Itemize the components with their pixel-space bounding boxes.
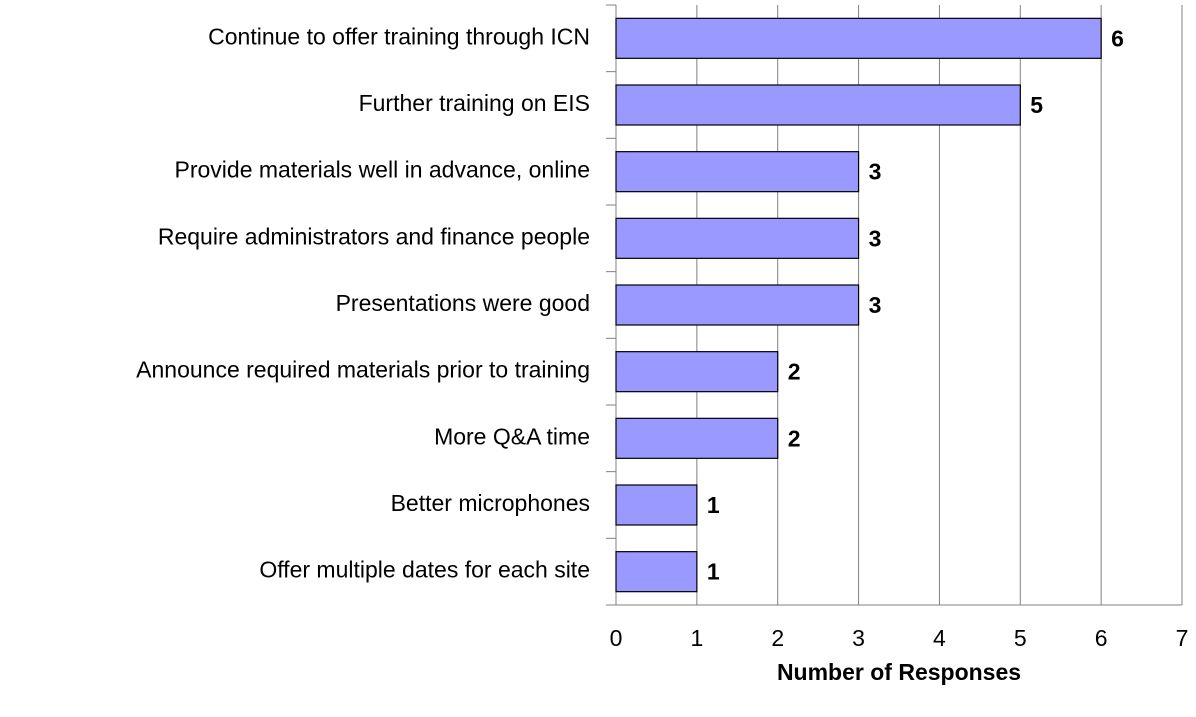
x-axis-title: Number of Responses (777, 659, 1021, 685)
bar (615, 217, 860, 259)
value-label: 2 (788, 359, 801, 385)
x-tick-label: 6 (1095, 625, 1108, 651)
value-label: 3 (869, 225, 882, 251)
bar (615, 484, 698, 526)
y-tick-label: Continue to offer training through ICN (208, 23, 590, 49)
value-label: 5 (1030, 92, 1043, 118)
bar (615, 417, 779, 459)
y-tick-label: Provide materials well in advance, onlin… (175, 157, 591, 183)
bar (615, 351, 779, 393)
x-tick-label: 5 (1014, 625, 1027, 651)
bar (615, 151, 860, 193)
y-tick-label: More Q&A time (434, 423, 590, 449)
value-label: 2 (788, 425, 801, 451)
x-tick-label: 3 (852, 625, 865, 651)
y-tick-label: Announce required materials prior to tra… (136, 357, 590, 383)
x-tick-label: 2 (771, 625, 784, 651)
y-tick-label: Better microphones (391, 490, 590, 516)
y-tick-label: Further training on EIS (359, 90, 590, 116)
x-tick-label: 1 (690, 625, 703, 651)
x-tick-label: 7 (1176, 625, 1189, 651)
y-tick-label: Presentations were good (336, 290, 590, 316)
bar (615, 284, 860, 326)
bar (615, 17, 1102, 59)
x-tick-label: 4 (933, 625, 946, 651)
y-tick-label: Require administrators and finance peopl… (158, 223, 590, 249)
bar (615, 551, 698, 593)
value-label: 3 (869, 159, 882, 185)
bar (615, 84, 1021, 126)
value-label: 3 (869, 292, 882, 318)
y-tick-label: Offer multiple dates for each site (259, 557, 590, 583)
value-label: 6 (1111, 25, 1124, 51)
x-tick-label: 0 (610, 625, 623, 651)
value-label: 1 (707, 559, 720, 585)
value-label: 1 (707, 492, 720, 518)
